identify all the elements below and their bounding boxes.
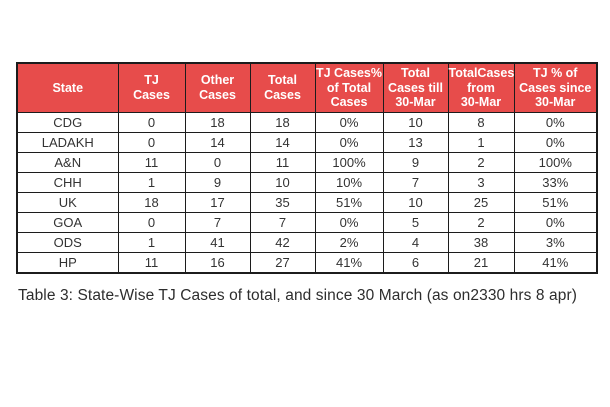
cell: 1 — [447, 132, 515, 153]
cell: 38 — [447, 232, 515, 253]
cell: 11 — [117, 252, 186, 274]
cell: 18 — [249, 112, 316, 133]
cell: 0% — [513, 112, 598, 133]
cell: 0% — [513, 132, 598, 153]
cell: 33% — [513, 172, 598, 193]
cell: 1 — [117, 172, 186, 193]
cell: 7 — [184, 212, 251, 233]
cell-state: GOA — [16, 212, 119, 233]
cell: 17 — [184, 192, 251, 213]
cell: 2 — [447, 212, 515, 233]
cell-state: UK — [16, 192, 119, 213]
table-body: CDG 0 18 18 0% 10 8 0% LADAKH 0 14 14 0%… — [16, 112, 598, 274]
cell: 11 — [249, 152, 316, 173]
cell: 3% — [513, 232, 598, 253]
table-row-uk: UK 18 17 35 51% 10 25 51% — [16, 192, 598, 213]
cell: 27 — [249, 252, 316, 274]
cell: 21 — [447, 252, 515, 274]
column-header-tj-cases: TJ Cases — [117, 62, 186, 113]
table-row-ladakh: LADAKH 0 14 14 0% 13 1 0% — [16, 132, 598, 153]
column-header-total-cases-from-30mar: TotalCases from 30-Mar — [447, 62, 515, 113]
cell: 7 — [249, 212, 316, 233]
column-header-tj-cases-pct-of-total: TJ Cases% of Total Cases — [314, 62, 384, 113]
cell: 5 — [382, 212, 449, 233]
cell: 13 — [382, 132, 449, 153]
cell: 35 — [249, 192, 316, 213]
cell: 10 — [249, 172, 316, 193]
cell: 0% — [314, 112, 384, 133]
cell-state: HP — [16, 252, 119, 274]
cell: 41% — [513, 252, 598, 274]
cell: 14 — [184, 132, 251, 153]
cell: 18 — [184, 112, 251, 133]
cell: 25 — [447, 192, 515, 213]
cell: 42 — [249, 232, 316, 253]
cell: 0% — [513, 212, 598, 233]
cell: 10 — [382, 192, 449, 213]
cell: 8 — [447, 112, 515, 133]
cell-state: ODS — [16, 232, 119, 253]
cell: 0% — [314, 132, 384, 153]
column-header-state: State — [16, 62, 119, 113]
cell: 0% — [314, 212, 384, 233]
table-row-an: A&N 11 0 11 100% 9 2 100% — [16, 152, 598, 173]
cell: 0 — [117, 132, 186, 153]
cell: 14 — [249, 132, 316, 153]
table-row-cdg: CDG 0 18 18 0% 10 8 0% — [16, 112, 598, 133]
cell: 7 — [382, 172, 449, 193]
cell-state: LADAKH — [16, 132, 119, 153]
cell: 100% — [513, 152, 598, 173]
cell: 2% — [314, 232, 384, 253]
cell: 0 — [117, 212, 186, 233]
cell: 18 — [117, 192, 186, 213]
column-header-total-cases: Total Cases — [249, 62, 316, 113]
cell: 0 — [117, 112, 186, 133]
cell: 0 — [184, 152, 251, 173]
cell: 4 — [382, 232, 449, 253]
state-wise-tj-cases-table: State TJ Cases Other Cases Total Cases T… — [16, 62, 598, 274]
cell: 16 — [184, 252, 251, 274]
cell-state: CHH — [16, 172, 119, 193]
cell: 9 — [184, 172, 251, 193]
table-header: State TJ Cases Other Cases Total Cases T… — [16, 62, 598, 113]
header-row: State TJ Cases Other Cases Total Cases T… — [16, 62, 598, 113]
cell: 10 — [382, 112, 449, 133]
table-row-ods: ODS 1 41 42 2% 4 38 3% — [16, 232, 598, 253]
column-header-total-cases-till-30mar: Total Cases till 30-Mar — [382, 62, 449, 113]
column-header-tj-pct-cases-since-30mar: TJ % of Cases since 30-Mar — [513, 62, 598, 113]
cell: 9 — [382, 152, 449, 173]
cell-state: A&N — [16, 152, 119, 173]
table-caption: Table 3: State-Wise TJ Cases of total, a… — [18, 287, 577, 304]
table-row-hp: HP 11 16 27 41% 6 21 41% — [16, 252, 598, 274]
cell: 3 — [447, 172, 515, 193]
column-header-other-cases: Other Cases — [184, 62, 251, 113]
table-row-chh: CHH 1 9 10 10% 7 3 33% — [16, 172, 598, 193]
cell: 2 — [447, 152, 515, 173]
cell: 41 — [184, 232, 251, 253]
cell-state: CDG — [16, 112, 119, 133]
cell: 41% — [314, 252, 384, 274]
cell: 10% — [314, 172, 384, 193]
cell: 11 — [117, 152, 186, 173]
cell: 51% — [513, 192, 598, 213]
cell: 1 — [117, 232, 186, 253]
cell: 6 — [382, 252, 449, 274]
cell: 51% — [314, 192, 384, 213]
table-row-goa: GOA 0 7 7 0% 5 2 0% — [16, 212, 598, 233]
cell: 100% — [314, 152, 384, 173]
